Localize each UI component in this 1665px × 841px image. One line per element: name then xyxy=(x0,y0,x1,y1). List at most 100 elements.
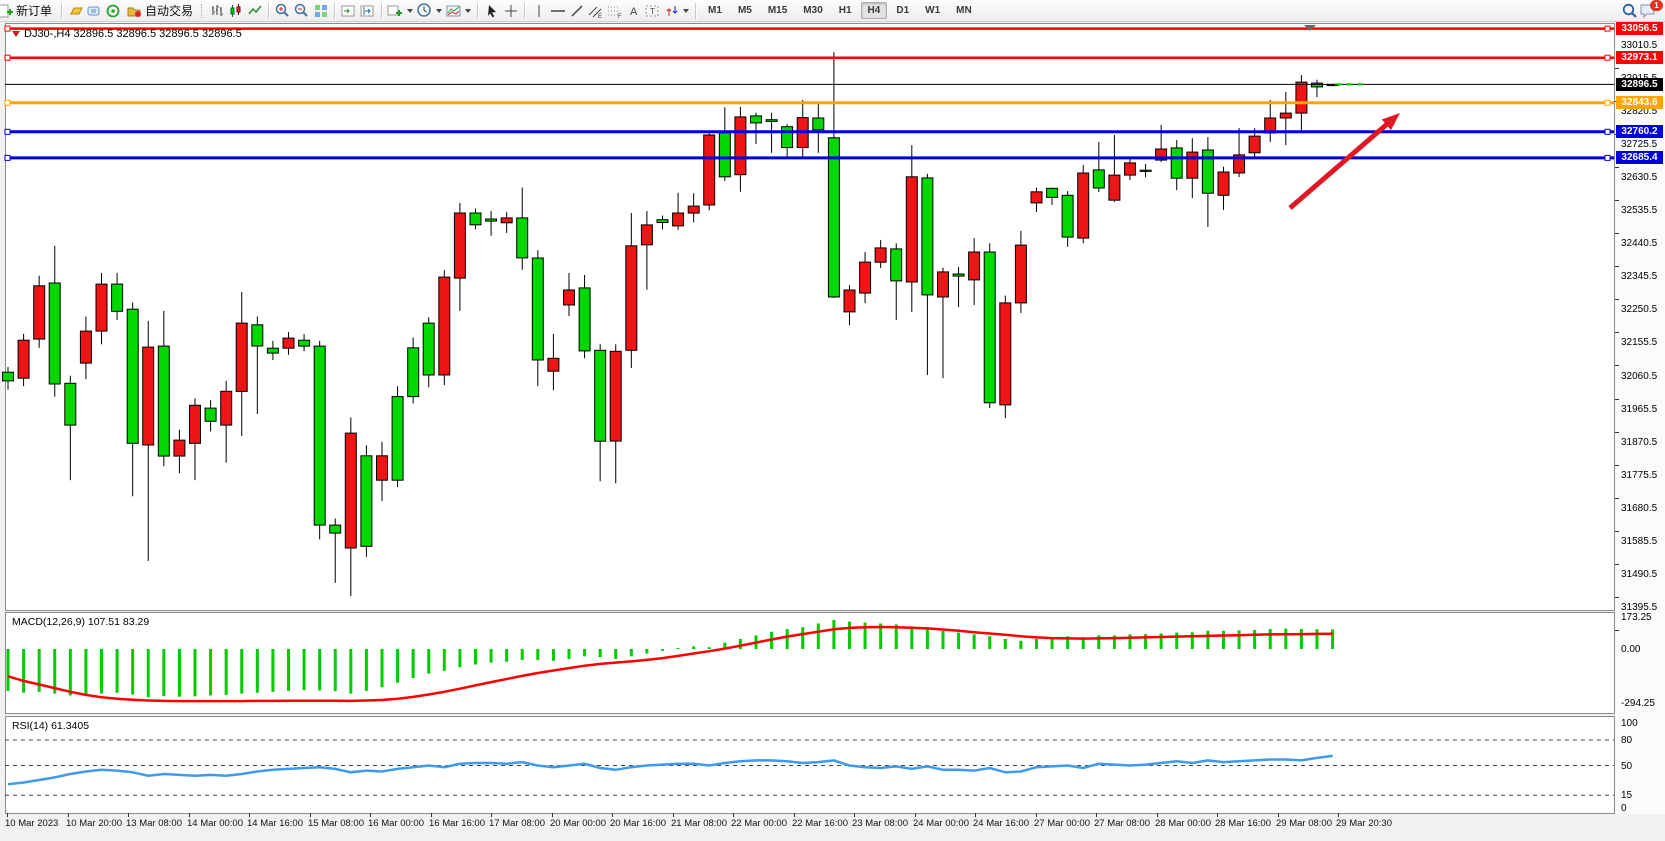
date-tick-mark xyxy=(673,813,674,817)
date-label: 15 Mar 08:00 xyxy=(308,818,364,829)
candlestick-chart-icon[interactable] xyxy=(226,1,245,20)
timeframe-group: M1 M5 M15 M30 H1 H4 D1 W1 MN xyxy=(700,2,980,19)
arrows-tool-icon[interactable] xyxy=(662,1,681,20)
chart-shift-icon[interactable] xyxy=(358,1,377,20)
date-label: 29 Mar 20:30 xyxy=(1336,818,1392,829)
timeframe-button-H1[interactable]: H1 xyxy=(838,5,852,16)
main-chart-panel xyxy=(5,23,1615,611)
timeframe-button-D1[interactable]: D1 xyxy=(896,5,910,16)
search-icon[interactable] xyxy=(1620,1,1639,20)
period-clock-icon[interactable] xyxy=(415,1,434,20)
terminal-icon[interactable] xyxy=(85,1,104,20)
price-tick-mark xyxy=(1615,68,1619,69)
equidistant-channel-tool-icon[interactable]: E xyxy=(586,1,605,20)
date-label: 10 Mar 2023 xyxy=(5,818,59,829)
rsi-panel xyxy=(5,716,1615,814)
separator xyxy=(477,2,479,19)
price-tick-mark xyxy=(1615,266,1619,267)
date-label: 20 Mar 00:00 xyxy=(550,818,606,829)
date-tick-mark xyxy=(552,813,553,817)
signal-icon[interactable] xyxy=(104,1,123,20)
date-label: 27 Mar 08:00 xyxy=(1094,818,1150,829)
price-tick-label: 31585.5 xyxy=(1621,536,1658,547)
zoom-out-icon[interactable] xyxy=(292,1,311,20)
bar-chart-icon[interactable] xyxy=(207,1,226,20)
price-tick-label: 33010.5 xyxy=(1621,40,1658,51)
price-tick-label: 31965.5 xyxy=(1621,404,1658,415)
new-order-label: 新订单 xyxy=(16,4,53,18)
new-chart-dropdown-icon[interactable] xyxy=(407,8,414,13)
zoom-in-icon[interactable] xyxy=(273,1,292,20)
price-tick-mark xyxy=(1615,597,1619,598)
price-tick-label: 31490.5 xyxy=(1621,569,1658,580)
date-tick-mark xyxy=(431,813,432,817)
separator xyxy=(334,2,336,19)
new-order-icon xyxy=(0,1,15,20)
date-label: 27 Mar 00:00 xyxy=(1034,818,1090,829)
date-label: 22 Mar 00:00 xyxy=(731,818,787,829)
price-tick-label: 32155.5 xyxy=(1621,337,1658,348)
arrows-dropdown-icon[interactable] xyxy=(683,8,690,13)
tile-windows-icon[interactable] xyxy=(311,1,330,20)
date-label: 24 Mar 00:00 xyxy=(913,818,969,829)
price-line-badge: 32760.2 xyxy=(1616,125,1663,138)
crosshair-icon[interactable] xyxy=(501,1,520,20)
separator xyxy=(268,2,270,19)
line-chart-icon[interactable] xyxy=(245,1,264,20)
date-tick-mark xyxy=(794,813,795,817)
date-tick-mark xyxy=(1096,813,1097,817)
timeframe-button-M5[interactable]: M5 xyxy=(737,5,752,16)
date-axis[interactable]: 10 Mar 2023 10 Mar 20:00 13 Mar 08:00 14 Ma… xyxy=(5,813,1615,833)
period-dropdown-icon[interactable] xyxy=(436,8,443,13)
price-tick-label: 31680.5 xyxy=(1621,503,1658,514)
date-tick-mark xyxy=(1036,813,1037,817)
price-axis[interactable]: 33010.532915.532820.532725.532630.532535… xyxy=(1615,22,1665,814)
text-label-tool-icon[interactable]: T xyxy=(643,1,662,20)
price-tick-mark xyxy=(1615,432,1619,433)
date-tick-mark xyxy=(733,813,734,817)
date-label: 14 Mar 00:00 xyxy=(187,818,243,829)
timeframe-button-M1[interactable]: M1 xyxy=(708,5,722,16)
date-tick-mark xyxy=(1217,813,1218,817)
fibonacci-tool-icon[interactable]: F xyxy=(605,1,624,20)
timeframe-button-M30[interactable]: M30 xyxy=(803,5,823,16)
auto-trading-button[interactable]: 自动交易 xyxy=(123,1,198,21)
price-tick-mark xyxy=(1615,498,1619,499)
separator xyxy=(381,2,383,19)
date-tick-mark xyxy=(1278,813,1279,817)
template-icon[interactable] xyxy=(444,1,463,20)
cursor-icon[interactable] xyxy=(482,1,501,20)
timeframe-button-H4[interactable]: H4 xyxy=(860,2,888,19)
horizontal-line-tool-icon[interactable] xyxy=(548,1,567,20)
price-line-badge: 32843.6 xyxy=(1616,96,1663,109)
date-label: 16 Mar 00:00 xyxy=(368,818,424,829)
price-tick-mark xyxy=(1615,531,1619,532)
date-tick-mark xyxy=(491,813,492,817)
new-order-button[interactable]: 新订单 xyxy=(0,1,57,21)
svg-text:E: E xyxy=(598,14,602,19)
rsi-indicator-label: RSI(14) 61.3405 xyxy=(12,720,90,732)
timeframe-button-M15[interactable]: M15 xyxy=(767,5,788,16)
trendline-tool-icon[interactable] xyxy=(567,1,586,20)
auto-trading-icon xyxy=(125,1,144,20)
notifications-button[interactable]: 1 xyxy=(1639,0,1663,20)
date-label: 10 Mar 20:00 xyxy=(66,818,122,829)
macd-indicator-label: MACD(12,26,9) 107.51 83.29 xyxy=(12,616,150,628)
price-tick-mark xyxy=(1615,399,1619,400)
rsi-scale-label: 50 xyxy=(1621,761,1633,772)
svg-text:A: A xyxy=(630,6,638,18)
timeframe-button-W1[interactable]: W1 xyxy=(925,5,941,16)
template-dropdown-icon[interactable] xyxy=(465,8,472,13)
timeframe-button-MN[interactable]: MN xyxy=(956,5,972,16)
price-tick-mark xyxy=(1615,564,1619,565)
text-tool-icon[interactable]: A xyxy=(624,1,643,20)
vertical-line-tool-icon[interactable] xyxy=(529,1,548,20)
gold-bar-icon[interactable] xyxy=(66,1,85,20)
price-tick-mark xyxy=(1615,630,1619,631)
price-tick-label: 32820.5 xyxy=(1621,106,1658,117)
new-chart-icon[interactable] xyxy=(386,1,405,20)
separator xyxy=(695,2,697,19)
symbol-dropdown-icon[interactable] xyxy=(12,31,20,37)
price-tick-label: 32345.5 xyxy=(1621,271,1658,282)
auto-scroll-icon[interactable] xyxy=(339,1,358,20)
